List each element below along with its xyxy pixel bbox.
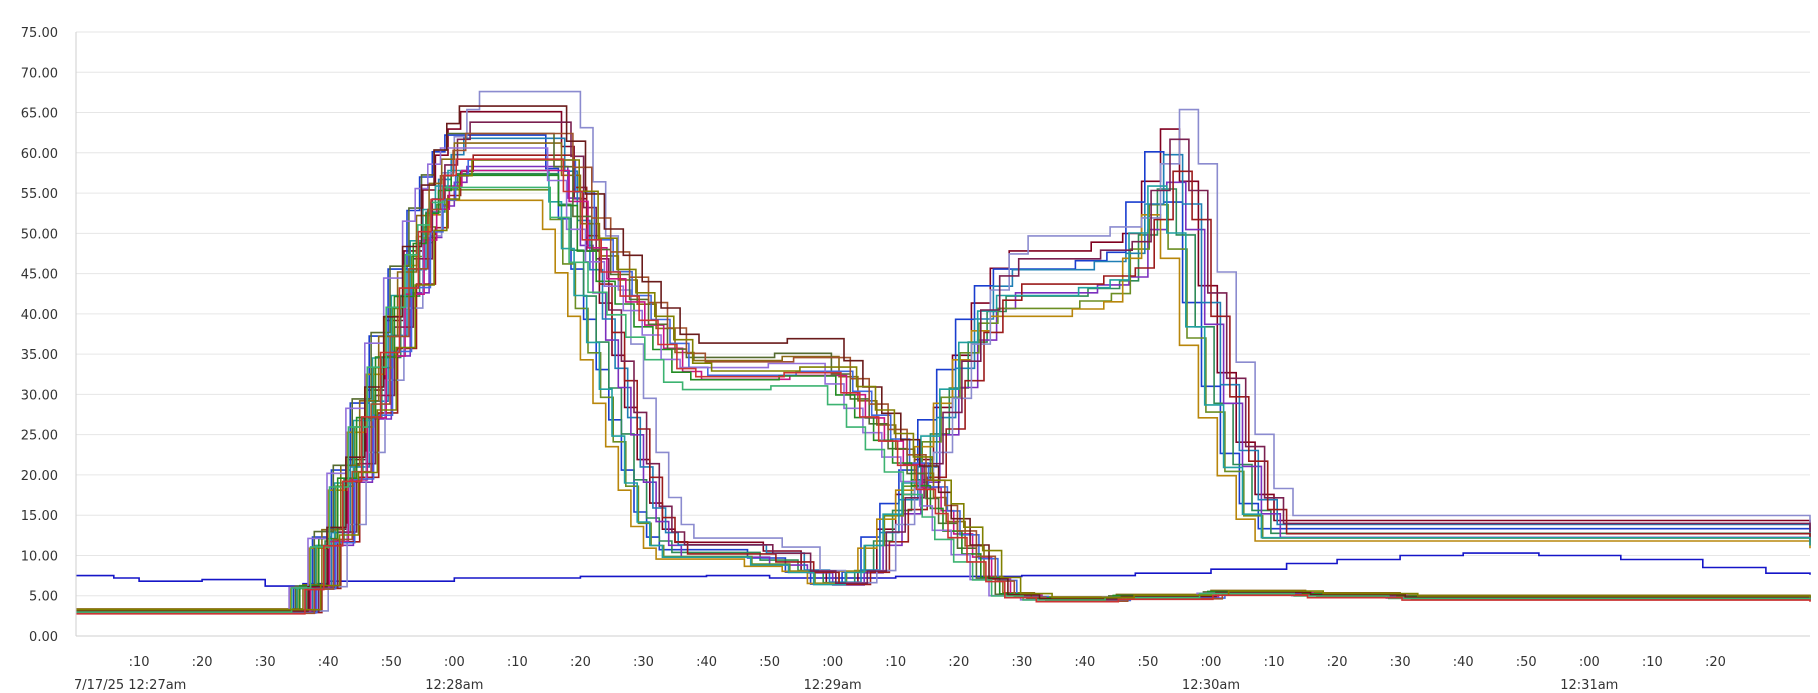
x-tick-label: :50: [1516, 655, 1537, 670]
x-major-label: 12:30am: [1182, 678, 1240, 693]
x-tick-label: :40: [1453, 655, 1474, 670]
x-tick-label: :10: [507, 655, 528, 670]
series-line: [76, 159, 1811, 611]
x-tick-label: :40: [318, 655, 339, 670]
y-tick-label: 40.00: [21, 308, 58, 323]
axis-labels: 0.00 5.00 10.00 15.00 20.00 25.00 30.00 35.00 40…: [21, 26, 1726, 693]
y-tick-label: 15.00: [21, 509, 58, 524]
series-line: [76, 90, 1811, 612]
x-tick-label: :10: [885, 655, 906, 670]
y-tick-label: 10.00: [21, 549, 58, 564]
y-tick-label: 20.00: [21, 469, 58, 484]
y-tick-label: 35.00: [21, 348, 58, 363]
series-line: [76, 158, 1811, 615]
y-tick-label: 75.00: [21, 26, 58, 41]
series-line: [76, 132, 1811, 615]
x-tick-label: :10: [129, 655, 150, 670]
y-tick-label: 65.00: [21, 107, 58, 122]
x-tick-label: :00: [1201, 655, 1222, 670]
series-line: [76, 169, 1811, 613]
y-tick-label: 50.00: [21, 227, 58, 242]
x-tick-label: :30: [1011, 655, 1032, 670]
x-tick-label: :00: [1579, 655, 1600, 670]
x-tick-label: :00: [444, 655, 465, 670]
series-line: [76, 159, 1811, 614]
x-tick-label: :20: [1327, 655, 1348, 670]
y-tick-label: 30.00: [21, 388, 58, 403]
y-tick-label: 5.00: [29, 590, 58, 605]
x-tick-label: :20: [1705, 655, 1726, 670]
x-tick-label: :50: [1137, 655, 1158, 670]
axes: [75, 32, 1810, 637]
series-line: [76, 110, 1811, 612]
x-major-label: 7/17/25 12:27am: [74, 678, 186, 693]
y-tick-label: 45.00: [21, 268, 58, 283]
x-tick-label: :10: [1264, 655, 1285, 670]
series-line: [76, 552, 1811, 587]
x-major-label: 12:29am: [804, 678, 862, 693]
x-tick-label: :40: [1074, 655, 1095, 670]
x-tick-label: :00: [822, 655, 843, 670]
x-major-label: 12:31am: [1560, 678, 1618, 693]
series-line: [76, 169, 1811, 614]
x-tick-label: :20: [948, 655, 969, 670]
x-tick-label: :30: [633, 655, 654, 670]
y-tick-label: 70.00: [21, 66, 58, 81]
y-tick-label: 0.00: [29, 630, 58, 645]
x-tick-label: :20: [570, 655, 591, 670]
series-line: [76, 186, 1811, 613]
x-tick-label: :20: [192, 655, 213, 670]
x-tick-label: :50: [759, 655, 780, 670]
x-tick-label: :30: [255, 655, 276, 670]
x-major-label: 12:28am: [425, 678, 483, 693]
y-tick-label: 25.00: [21, 429, 58, 444]
y-tick-label: 55.00: [21, 187, 58, 202]
x-tick-label: :30: [1390, 655, 1411, 670]
series-line: [76, 105, 1811, 612]
x-tick-label: :10: [1642, 655, 1663, 670]
x-tick-label: :40: [696, 655, 717, 670]
y-tick-label: 60.00: [21, 147, 58, 162]
series-lines: [76, 90, 1811, 615]
x-tick-label: :50: [381, 655, 402, 670]
